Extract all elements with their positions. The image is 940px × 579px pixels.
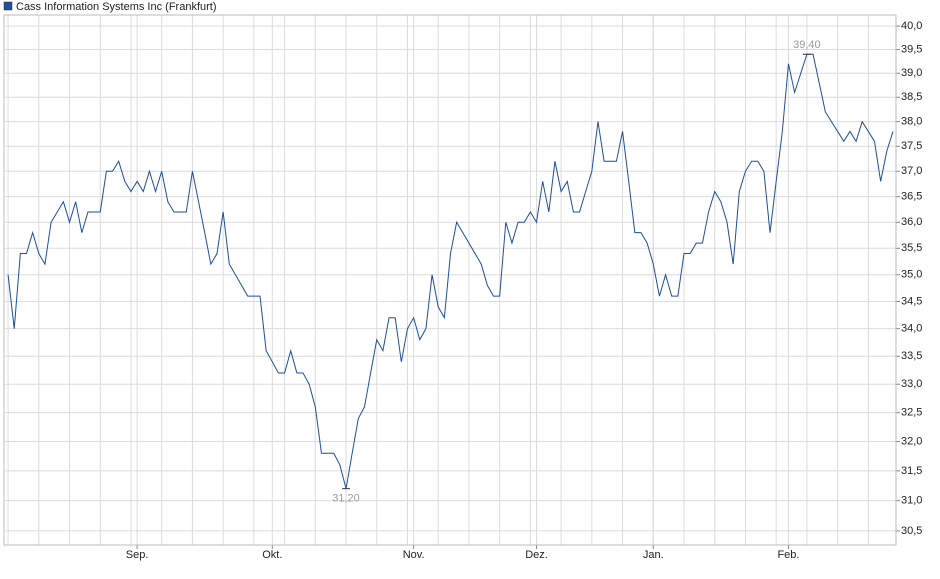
x-tick-label: Feb.: [777, 549, 799, 561]
y-tick-label: 38,5: [901, 91, 922, 103]
y-tick-label: 36,5: [901, 191, 922, 203]
y-tick-label: 34,0: [901, 323, 922, 335]
y-tick-label: 33,5: [901, 350, 922, 362]
plot-frame: [3, 14, 897, 546]
x-tick-label: Sep.: [126, 549, 149, 561]
y-tick-label: 34,5: [901, 295, 922, 307]
y-tick-label: 35,0: [901, 269, 922, 281]
extreme-label: 31,20: [332, 493, 360, 505]
x-tick-label: Jan.: [643, 549, 664, 561]
y-tick-label: 37,5: [901, 140, 922, 152]
extreme-label: 39,40: [793, 39, 821, 51]
y-tick-label: 39,5: [901, 43, 922, 55]
y-tick-label: 40,0: [901, 20, 922, 32]
y-tick-label: 37,0: [901, 165, 922, 177]
y-tick-label: 33,0: [901, 378, 922, 390]
y-tick-label: 39,0: [901, 67, 922, 79]
y-tick-label: 31,0: [901, 495, 922, 507]
legend-swatch: [3, 1, 13, 11]
y-tick-label: 35,5: [901, 242, 922, 254]
y-tick-label: 30,5: [901, 525, 922, 537]
y-tick-label: 36,0: [901, 216, 922, 228]
y-tick-label: 38,0: [901, 116, 922, 128]
line: [7, 53, 894, 489]
x-tick-label: Dez.: [525, 549, 548, 561]
x-tick-label: Nov.: [403, 549, 425, 561]
y-tick-label: 32,5: [901, 407, 922, 419]
legend-label: Cass Information Systems Inc (Frankfurt): [16, 1, 217, 13]
y-tick-label: 32,0: [901, 435, 922, 447]
x-tick-label: Okt.: [262, 549, 282, 561]
y-tick-label: 31,5: [901, 465, 922, 477]
